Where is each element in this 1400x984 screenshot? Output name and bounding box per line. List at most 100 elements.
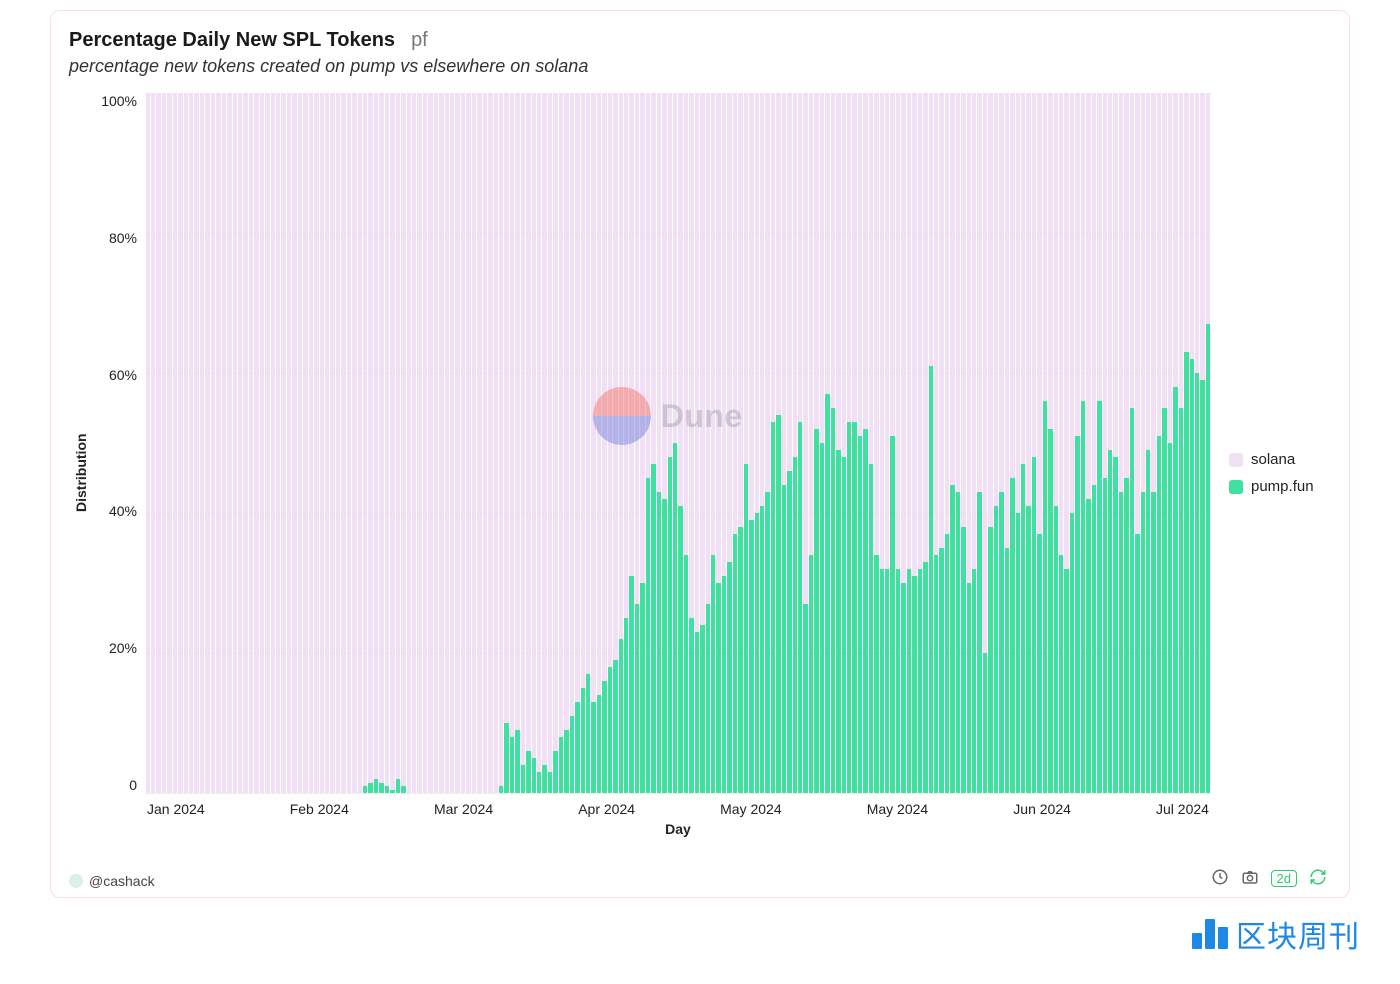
- bar[interactable]: [189, 93, 193, 793]
- bar[interactable]: [901, 93, 905, 793]
- bar[interactable]: [608, 93, 612, 793]
- bar[interactable]: [211, 93, 215, 793]
- bar[interactable]: [874, 93, 878, 793]
- bar[interactable]: [205, 93, 209, 793]
- bar[interactable]: [570, 93, 574, 793]
- bar[interactable]: [662, 93, 666, 793]
- bar[interactable]: [836, 93, 840, 793]
- bar[interactable]: [477, 93, 481, 793]
- bar[interactable]: [292, 93, 296, 793]
- bar[interactable]: [173, 93, 177, 793]
- bar[interactable]: [1075, 93, 1079, 793]
- bar[interactable]: [455, 93, 459, 793]
- bar[interactable]: [1059, 93, 1063, 793]
- bar[interactable]: [194, 93, 198, 793]
- bar[interactable]: [771, 93, 775, 793]
- bar[interactable]: [564, 93, 568, 793]
- bar[interactable]: [1151, 93, 1155, 793]
- bar[interactable]: [1190, 93, 1194, 793]
- bar[interactable]: [885, 93, 889, 793]
- bar[interactable]: [271, 93, 275, 793]
- legend-item-pumpfun[interactable]: pump.fun: [1229, 478, 1331, 495]
- camera-icon[interactable]: [1241, 868, 1259, 889]
- bar[interactable]: [1119, 93, 1123, 793]
- bar[interactable]: [1043, 93, 1047, 793]
- bar[interactable]: [684, 93, 688, 793]
- bar[interactable]: [918, 93, 922, 793]
- bar[interactable]: [803, 93, 807, 793]
- bar[interactable]: [798, 93, 802, 793]
- bar[interactable]: [629, 93, 633, 793]
- bar[interactable]: [847, 93, 851, 793]
- bar[interactable]: [673, 93, 677, 793]
- bar[interactable]: [988, 93, 992, 793]
- bar[interactable]: [379, 93, 383, 793]
- bar[interactable]: [151, 93, 155, 793]
- bar[interactable]: [695, 93, 699, 793]
- bar[interactable]: [706, 93, 710, 793]
- bar[interactable]: [146, 93, 150, 793]
- bar[interactable]: [744, 93, 748, 793]
- bar[interactable]: [635, 93, 639, 793]
- bar[interactable]: [1113, 93, 1117, 793]
- bar[interactable]: [820, 93, 824, 793]
- bar[interactable]: [325, 93, 329, 793]
- bar[interactable]: [526, 93, 530, 793]
- bar[interactable]: [417, 93, 421, 793]
- bar[interactable]: [1016, 93, 1020, 793]
- bar[interactable]: [178, 93, 182, 793]
- bar[interactable]: [842, 93, 846, 793]
- bar[interactable]: [782, 93, 786, 793]
- bar[interactable]: [542, 93, 546, 793]
- bar[interactable]: [238, 93, 242, 793]
- bar[interactable]: [1092, 93, 1096, 793]
- bar[interactable]: [243, 93, 247, 793]
- bar[interactable]: [575, 93, 579, 793]
- bar[interactable]: [341, 93, 345, 793]
- bar[interactable]: [711, 93, 715, 793]
- bar[interactable]: [646, 93, 650, 793]
- bar[interactable]: [1173, 93, 1177, 793]
- bar[interactable]: [390, 93, 394, 793]
- bar[interactable]: [765, 93, 769, 793]
- bar[interactable]: [1037, 93, 1041, 793]
- bar[interactable]: [1048, 93, 1052, 793]
- bar[interactable]: [537, 93, 541, 793]
- bar[interactable]: [396, 93, 400, 793]
- bar[interactable]: [515, 93, 519, 793]
- bar[interactable]: [309, 93, 313, 793]
- bar[interactable]: [755, 93, 759, 793]
- bar[interactable]: [1086, 93, 1090, 793]
- bar[interactable]: [733, 93, 737, 793]
- bar[interactable]: [314, 93, 318, 793]
- bar[interactable]: [483, 93, 487, 793]
- bar[interactable]: [613, 93, 617, 793]
- bar[interactable]: [434, 93, 438, 793]
- bar[interactable]: [532, 93, 536, 793]
- bar[interactable]: [510, 93, 514, 793]
- bar[interactable]: [863, 93, 867, 793]
- bar[interactable]: [363, 93, 367, 793]
- bar[interactable]: [156, 93, 160, 793]
- legend-item-solana[interactable]: solana: [1229, 451, 1331, 468]
- bar[interactable]: [1054, 93, 1058, 793]
- bar[interactable]: [445, 93, 449, 793]
- bar[interactable]: [439, 93, 443, 793]
- bar[interactable]: [1005, 93, 1009, 793]
- bar[interactable]: [651, 93, 655, 793]
- bar[interactable]: [249, 93, 253, 793]
- bar[interactable]: [330, 93, 334, 793]
- bar[interactable]: [412, 93, 416, 793]
- bar[interactable]: [368, 93, 372, 793]
- bar[interactable]: [586, 93, 590, 793]
- bar[interactable]: [1026, 93, 1030, 793]
- bar[interactable]: [1162, 93, 1166, 793]
- bar[interactable]: [1108, 93, 1112, 793]
- bar[interactable]: [1168, 93, 1172, 793]
- bar[interactable]: [1070, 93, 1074, 793]
- bar[interactable]: [358, 93, 362, 793]
- bar[interactable]: [162, 93, 166, 793]
- bar[interactable]: [184, 93, 188, 793]
- bar[interactable]: [923, 93, 927, 793]
- bar[interactable]: [336, 93, 340, 793]
